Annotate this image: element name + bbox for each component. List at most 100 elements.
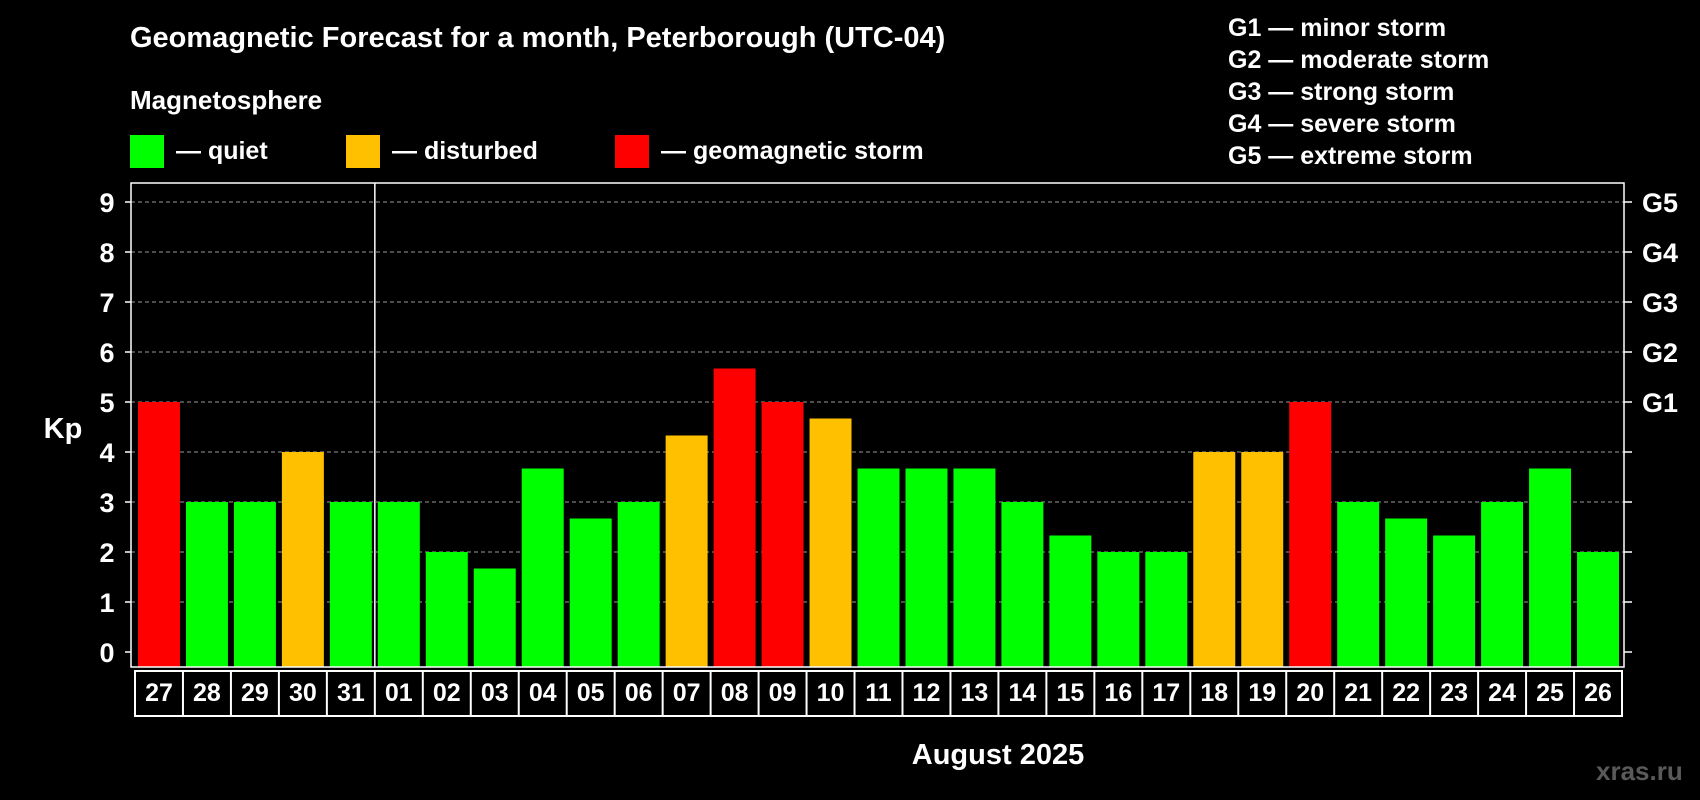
- y-tick-label: 1: [99, 588, 114, 618]
- kp-bar-25: [1529, 468, 1572, 667]
- storm-scale-g1: G1 — minor storm: [1228, 14, 1447, 42]
- legend-swatch-storm: [615, 134, 649, 168]
- x-tick-label-14: 14: [1008, 679, 1036, 707]
- chart-title: Geomagnetic Forecast for a month, Peterb…: [130, 22, 946, 54]
- kp-bar-07: [665, 435, 708, 667]
- kp-bar-01: [377, 502, 420, 667]
- kp-bar-29: [233, 502, 276, 667]
- kp-bar-10: [809, 418, 852, 667]
- x-tick-label-12: 12: [913, 679, 941, 707]
- x-tick-label-09: 09: [769, 679, 797, 707]
- plot-frame: [130, 182, 1625, 668]
- x-tick-label-08: 08: [721, 679, 749, 707]
- x-tick-label-18: 18: [1200, 679, 1228, 707]
- legend-item-quiet: — quiet: [130, 134, 268, 168]
- watermark: xras.ru: [1596, 756, 1683, 786]
- g-level-label: G4: [1642, 238, 1678, 268]
- x-tick-label-19: 19: [1248, 679, 1276, 707]
- kp-bar-09: [761, 402, 804, 667]
- g-level-label: G2: [1642, 338, 1678, 368]
- kp-bar-20: [1289, 402, 1332, 667]
- kp-bar-06: [617, 502, 660, 667]
- x-tick-label-28: 28: [193, 679, 221, 707]
- kp-bar-03: [473, 568, 516, 667]
- x-tick-label-29: 29: [241, 679, 269, 707]
- kp-bar-18: [1193, 452, 1236, 667]
- y-tick-label: 9: [99, 188, 114, 218]
- x-tick-label-31: 31: [337, 679, 365, 707]
- g-level-label: G3: [1642, 288, 1678, 318]
- legend-label-disturbed: — disturbed: [392, 136, 538, 165]
- kp-bar-14: [1001, 502, 1044, 667]
- kp-bar-13: [953, 468, 996, 667]
- kp-bar-28: [185, 502, 228, 667]
- x-tick-label-02: 02: [433, 679, 461, 707]
- storm-scale-g2: G2 — moderate storm: [1228, 46, 1490, 74]
- y-tick-label: 2: [99, 538, 114, 568]
- kp-bar-30: [281, 452, 324, 667]
- y-tick-label: 7: [99, 288, 114, 318]
- y-tick-label: 3: [99, 488, 114, 518]
- y-axis-title: Kp: [44, 413, 83, 445]
- g-level-label: G1: [1642, 388, 1678, 418]
- legend-item-disturbed: — disturbed: [346, 134, 538, 168]
- kp-bar-15: [1049, 535, 1092, 667]
- kp-bar-19: [1241, 452, 1284, 667]
- kp-bar-23: [1433, 535, 1476, 667]
- x-tick-label-01: 01: [385, 679, 413, 707]
- kp-bar-24: [1481, 502, 1524, 667]
- x-tick-label-11: 11: [865, 679, 892, 707]
- legend-swatch-quiet: [130, 134, 164, 168]
- legend-swatch-disturbed: [346, 134, 380, 168]
- kp-bar-17: [1145, 552, 1188, 667]
- x-tick-label-21: 21: [1344, 679, 1372, 707]
- x-tick-label-25: 25: [1536, 679, 1564, 707]
- kp-bar-11: [857, 468, 900, 667]
- storm-scale-g4: G4 — severe storm: [1228, 110, 1456, 138]
- x-tick-label-05: 05: [577, 679, 605, 707]
- x-tick-label-30: 30: [289, 679, 317, 707]
- kp-bar-04: [521, 468, 564, 667]
- storm-scale-legend: G1 — minor storm G2 — moderate storm G3 …: [1228, 12, 1489, 172]
- x-tick-label-10: 10: [817, 679, 845, 707]
- y-tick-label: 4: [99, 438, 114, 468]
- g-level-label: G5: [1642, 188, 1678, 218]
- kp-bar-21: [1337, 502, 1380, 667]
- x-tick-label-27: 27: [145, 679, 173, 707]
- x-tick-label-24: 24: [1488, 679, 1516, 707]
- x-tick-label-13: 13: [961, 679, 989, 707]
- x-tick-label-22: 22: [1392, 679, 1420, 707]
- legend-item-storm: — geomagnetic storm: [615, 134, 924, 168]
- kp-bar-05: [569, 518, 612, 667]
- legend-heading: Magnetosphere: [130, 85, 323, 115]
- kp-bar-12: [905, 468, 948, 667]
- x-tick-label-23: 23: [1440, 679, 1468, 707]
- y-tick-label: 5: [99, 388, 114, 418]
- kp-bar-16: [1097, 552, 1140, 667]
- kp-bar-31: [329, 502, 372, 667]
- kp-bar-26: [1577, 552, 1619, 667]
- x-tick-label-20: 20: [1296, 679, 1324, 707]
- kp-bar-02: [425, 552, 468, 667]
- y-tick-label: 8: [99, 238, 114, 268]
- y-tick-label: 0: [99, 638, 114, 668]
- x-tick-label-07: 07: [673, 679, 701, 707]
- storm-scale-g5: G5 — extreme storm: [1228, 142, 1473, 170]
- date-axis-box: [134, 670, 1623, 717]
- x-tick-label-03: 03: [481, 679, 509, 707]
- x-axis-title: August 2025: [912, 739, 1084, 771]
- y-tick-label: 6: [99, 338, 114, 368]
- x-tick-label-15: 15: [1056, 679, 1084, 707]
- x-tick-label-16: 16: [1104, 679, 1132, 707]
- legend-label-quiet: — quiet: [176, 136, 268, 165]
- x-tick-label-06: 06: [625, 679, 653, 707]
- storm-scale-g3: G3 — strong storm: [1228, 78, 1455, 106]
- kp-bar-27: [138, 402, 180, 667]
- kp-bar-08: [713, 368, 756, 667]
- kp-bar-22: [1385, 518, 1428, 667]
- x-tick-label-26: 26: [1584, 679, 1612, 707]
- x-tick-label-04: 04: [529, 679, 557, 707]
- x-tick-label-17: 17: [1152, 679, 1180, 707]
- legend-label-storm: — geomagnetic storm: [661, 136, 924, 165]
